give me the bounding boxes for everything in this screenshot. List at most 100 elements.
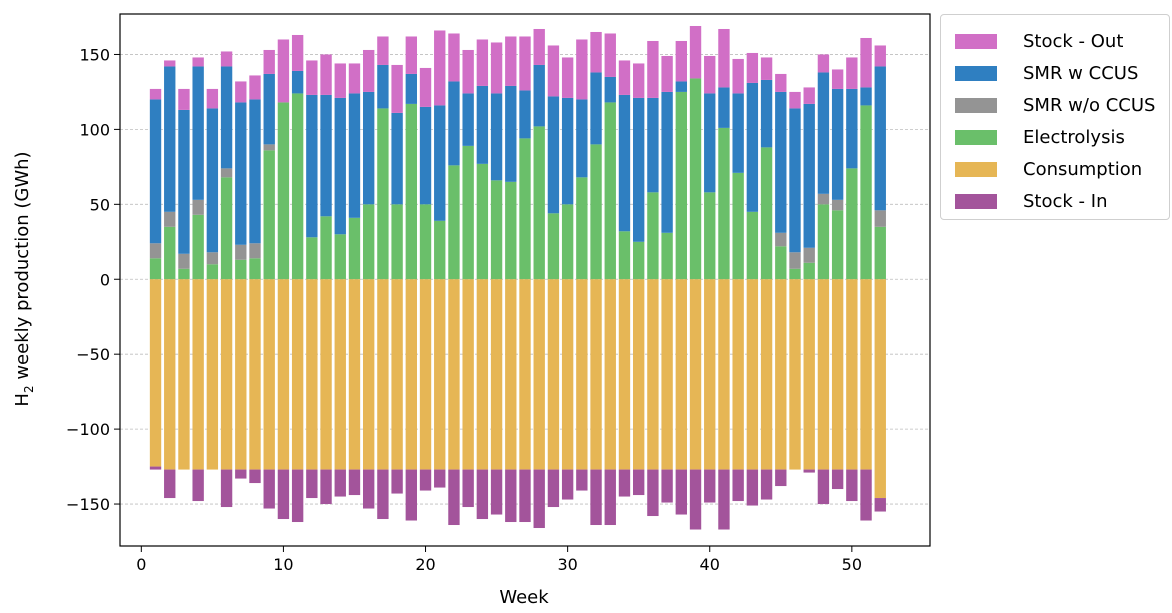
legend-label-smr-w-ccus: SMR w CCUS	[1023, 62, 1139, 84]
bar-consumption-week-10	[277, 279, 290, 470]
bar-stock-out-week-48	[817, 54, 830, 73]
y-tick-label: 50	[90, 195, 110, 214]
bar-smr-w-ccus-week-18	[391, 112, 403, 205]
bar-electrolysis-week-50	[846, 168, 858, 280]
bar-stock-out-week-7	[235, 81, 247, 103]
bar-stock-out-week-37	[661, 55, 673, 92]
bar-smr-w-ccus-week-42	[732, 93, 744, 173]
y-tick-label: 0	[100, 270, 110, 289]
bar-electrolysis-week-48	[817, 204, 830, 280]
bar-consumption-week-41	[718, 279, 730, 470]
bar-consumption-week-27	[519, 279, 531, 470]
bar-stock-in-week-12	[306, 469, 318, 499]
bar-stock-out-week-22	[448, 33, 460, 82]
bar-smr-w-o-ccus-week-4	[192, 199, 204, 215]
bar-smr-w-ccus-week-17	[377, 64, 389, 109]
legend: Stock - Out SMR w CCUS SMR w/o CCUS Elec…	[940, 14, 1170, 220]
bar-stock-in-week-50	[846, 469, 858, 502]
bar-electrolysis-week-2	[164, 226, 176, 280]
bar-consumption-week-13	[320, 279, 332, 470]
legend-label-stock-out: Stock - Out	[1023, 30, 1124, 52]
bar-smr-w-ccus-week-36	[647, 97, 659, 193]
bar-smr-w-ccus-week-12	[306, 94, 318, 238]
bar-consumption-week-1	[149, 279, 162, 467]
bar-smr-w-ccus-week-23	[462, 93, 474, 146]
bar-electrolysis-week-32	[590, 144, 602, 280]
bar-stock-out-week-1	[149, 88, 162, 100]
bar-stock-out-week-3	[178, 88, 190, 110]
bar-smr-w-ccus-week-37	[661, 91, 673, 233]
legend-item-consumption: Consumption	[955, 154, 1142, 184]
plot-frame	[119, 13, 931, 547]
bar-consumption-week-40	[704, 279, 716, 470]
legend-item-stock-out: Stock - Out	[955, 26, 1123, 56]
bar-stock-out-week-18	[391, 64, 403, 113]
y-tick-label: 150	[79, 45, 110, 64]
bar-stock-in-week-21	[434, 469, 446, 488]
bar-smr-w-o-ccus-week-2	[164, 211, 176, 227]
bar-electrolysis-week-18	[391, 204, 403, 280]
bar-electrolysis-week-14	[334, 234, 346, 280]
bar-consumption-week-15	[348, 279, 361, 470]
bar-consumption-week-12	[306, 279, 318, 470]
legend-item-stock-in: Stock - In	[955, 186, 1107, 216]
bar-stock-out-week-8	[249, 75, 261, 100]
bar-consumption-week-6	[220, 279, 233, 470]
bar-consumption-week-7	[235, 279, 247, 470]
bar-smr-w-ccus-week-19	[405, 73, 417, 104]
bar-stock-out-week-36	[647, 40, 659, 98]
bar-stock-in-week-33	[604, 469, 616, 526]
bar-smr-w-o-ccus-week-1	[149, 243, 162, 259]
bar-stock-in-week-41	[718, 469, 730, 530]
bar-electrolysis-week-13	[320, 216, 332, 280]
bar-stock-in-week-42	[732, 469, 744, 502]
bar-stock-out-week-21	[434, 30, 446, 106]
bar-consumption-week-18	[391, 279, 403, 470]
bar-stock-in-week-32	[590, 469, 602, 526]
legend-swatch-consumption	[955, 161, 997, 177]
x-tick-label: 10	[273, 555, 293, 574]
bar-smr-w-ccus-week-3	[178, 109, 190, 254]
bar-electrolysis-week-11	[291, 93, 304, 280]
bar-consumption-week-2	[164, 279, 176, 470]
bar-stock-out-week-11	[291, 34, 304, 71]
bar-smr-w-ccus-week-27	[519, 90, 531, 139]
bar-smr-w-ccus-week-48	[817, 72, 830, 194]
bar-smr-w-ccus-week-29	[547, 96, 560, 214]
bar-smr-w-ccus-week-15	[348, 93, 361, 218]
bar-stock-out-week-27	[519, 36, 531, 91]
bar-stock-out-week-16	[363, 49, 375, 92]
bar-electrolysis-week-28	[533, 126, 545, 280]
y-tick-label: 100	[79, 120, 110, 139]
bar-electrolysis-week-12	[306, 237, 318, 280]
bar-stock-in-week-27	[519, 469, 531, 523]
bar-stock-out-week-40	[704, 55, 716, 94]
legend-swatch-stock-in	[955, 193, 997, 209]
y-axis-label-subscript: 2	[22, 385, 36, 393]
bar-smr-w-ccus-week-21	[434, 105, 446, 221]
bar-electrolysis-week-8	[249, 258, 261, 280]
bar-stock-out-week-49	[831, 69, 844, 89]
bar-consumption-week-9	[263, 279, 275, 470]
bar-stock-out-week-15	[348, 63, 361, 94]
bar-stock-in-week-37	[661, 469, 673, 503]
bar-stock-in-week-44	[760, 469, 773, 500]
bar-smr-w-ccus-week-7	[235, 102, 247, 245]
bar-consumption-week-35	[633, 279, 645, 470]
bar-consumption-week-39	[689, 279, 702, 470]
bar-electrolysis-week-16	[363, 204, 375, 280]
bar-electrolysis-week-6	[220, 177, 233, 280]
bar-electrolysis-week-24	[476, 163, 489, 280]
bar-stock-out-week-12	[306, 60, 318, 95]
bar-electrolysis-week-34	[618, 231, 631, 280]
bar-stock-in-week-24	[476, 469, 489, 520]
bar-stock-in-week-7	[235, 469, 247, 479]
bar-stock-in-week-15	[348, 469, 361, 496]
bar-electrolysis-week-25	[490, 180, 503, 280]
bar-electrolysis-week-35	[633, 241, 645, 280]
bar-stock-out-week-29	[547, 45, 560, 97]
bar-stock-out-week-30	[561, 57, 574, 98]
bar-stock-in-week-10	[277, 469, 290, 520]
bar-electrolysis-week-10	[277, 102, 290, 280]
bar-smr-w-o-ccus-week-9	[263, 144, 275, 151]
